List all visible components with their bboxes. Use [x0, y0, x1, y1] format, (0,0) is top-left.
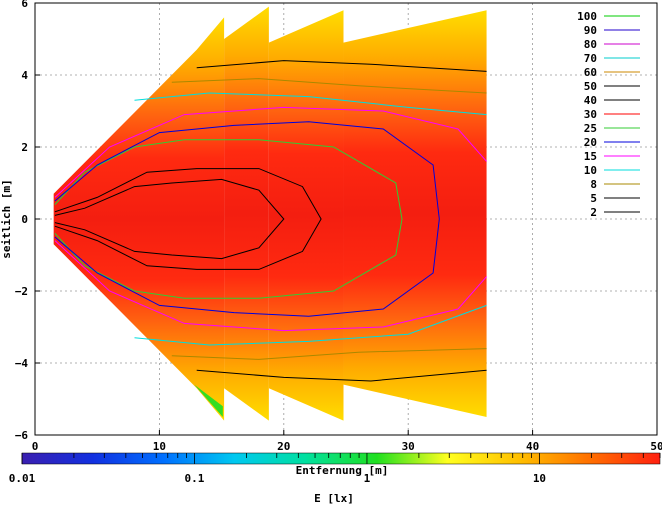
- legend-label: 80: [584, 38, 597, 51]
- y-tick-label: 2: [21, 141, 28, 154]
- y-tick-label: −4: [15, 357, 29, 370]
- x-tick-label: 30: [402, 440, 415, 453]
- y-tick-label: 4: [21, 69, 28, 82]
- legend-label: 15: [584, 150, 597, 163]
- colorbar-tick-label: 0.01: [9, 472, 36, 485]
- x-tick-label: 0: [32, 440, 39, 453]
- contour-line-5: [196, 60, 487, 72]
- section-fan: [53, 17, 225, 421]
- y-tick-label: 0: [21, 213, 28, 226]
- x-tick-label: 50: [650, 440, 662, 453]
- x-axis-ticks: 0 10 20 30 40 50: [32, 430, 662, 453]
- legend-label: 60: [584, 66, 597, 79]
- colorbar-tick-label: 10: [533, 472, 546, 485]
- contour-line-15: [54, 240, 487, 332]
- contour-line-50: [54, 178, 285, 260]
- x-tick-label: 10: [153, 440, 166, 453]
- y-tick-label: 6: [21, 0, 28, 10]
- contour-line-10: [134, 304, 487, 346]
- section-band: [224, 6, 269, 421]
- colorbar-gradient: [21, 452, 661, 465]
- x-tick-label: 40: [526, 440, 539, 453]
- legend-label: 70: [584, 52, 597, 65]
- colorbar-tick-label: 1: [364, 472, 371, 485]
- low-illuminance-patch: [194, 384, 223, 417]
- colorbar-tick-label: 0.1: [185, 472, 205, 485]
- illuminance-sections: [53, 6, 487, 421]
- contour-line-5: [196, 369, 487, 382]
- colorbar: 0.01 0.1 1 10 Entfernung [m] E [lx]: [9, 452, 661, 505]
- legend-label: 20: [584, 136, 597, 149]
- legend-label: 30: [584, 108, 597, 121]
- legend-label: 2: [590, 206, 597, 219]
- legend-label: 10: [584, 164, 597, 177]
- contour-line-8: [171, 78, 487, 94]
- contour-lines: [54, 60, 487, 382]
- y-axis-ticks: 6 4 2 0 −2 −4 −6: [15, 0, 40, 442]
- x-tick-label: 20: [277, 440, 290, 453]
- y-tick-label: −6: [15, 429, 29, 442]
- section-band: [268, 10, 344, 421]
- x-axis-title: Entfernung [m]: [296, 464, 389, 477]
- colorbar-ticks: 0.01 0.1 1 10: [9, 453, 661, 485]
- contour-line-40: [54, 168, 322, 270]
- legend-label: 5: [590, 192, 597, 205]
- colorbar-title: E [lx]: [314, 492, 354, 505]
- legend-label: 25: [584, 122, 597, 135]
- y-tick-label: −2: [15, 285, 28, 298]
- legend-label: 8: [590, 178, 597, 191]
- legend-label: 100: [577, 10, 597, 23]
- legend-label: 40: [584, 94, 597, 107]
- section-band: [343, 10, 487, 417]
- legend-label: 50: [584, 80, 597, 93]
- contour-line-8: [171, 348, 487, 360]
- contour-line-20: [54, 121, 440, 317]
- contour-line-10: [134, 92, 487, 116]
- contour-line-15: [54, 106, 487, 198]
- legend-label: 90: [584, 24, 597, 37]
- contour-line-25: [54, 139, 403, 299]
- y-axis-title: seitlich [m]: [0, 179, 13, 258]
